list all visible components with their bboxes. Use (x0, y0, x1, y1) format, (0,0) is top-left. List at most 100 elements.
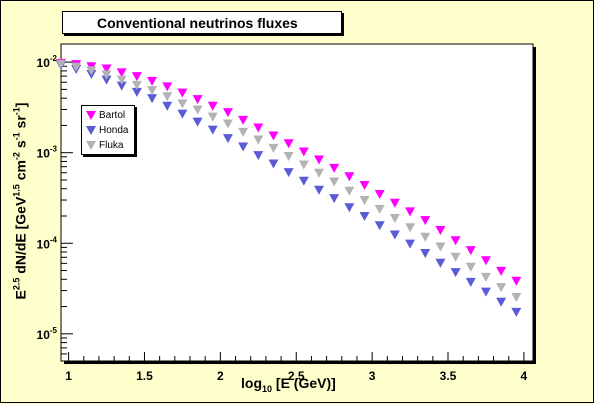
data-point-bartol (131, 72, 142, 82)
data-point-fluka (192, 105, 203, 115)
data-point-honda (496, 297, 507, 307)
legend-label-bartol: Bartol (99, 109, 126, 121)
legend-label-honda: Honda (99, 124, 129, 136)
data-point-bartol (389, 198, 400, 208)
data-point-honda (405, 239, 416, 249)
data-point-bartol (192, 95, 203, 105)
x-axis-label: log10 [E (GeV)] (241, 375, 336, 394)
data-point-honda (192, 117, 203, 127)
data-point-fluka (314, 168, 325, 178)
data-point-bartol (359, 180, 370, 190)
data-point-bartol (207, 101, 218, 111)
data-point-bartol (480, 256, 491, 266)
data-point-honda (101, 75, 112, 85)
y-tick-label: 10-2 (37, 54, 58, 70)
y-axis-label-wrap: E2.5 dN/dE [GeV1.5 cm-2 s-1 sr-1] (5, 51, 35, 351)
data-point-fluka (101, 70, 112, 80)
data-point-fluka (465, 262, 476, 272)
data-point-honda (450, 268, 461, 278)
x-tick-label: 3.5 (440, 369, 457, 383)
y-tick-label: 10-3 (37, 145, 58, 161)
legend-item-bartol: Bartol (86, 108, 125, 122)
data-point-fluka (207, 112, 218, 122)
data-point-fluka (374, 204, 385, 214)
data-point-honda (511, 307, 522, 317)
y-tick-label: 10-4 (37, 235, 58, 251)
data-point-fluka (435, 242, 446, 252)
data-point-fluka (238, 127, 249, 137)
legend: Bartol Honda Fluka (81, 105, 135, 155)
chart-title: Conventional neutrinos fluxes (97, 14, 298, 31)
data-point-fluka (405, 223, 416, 233)
data-point-honda (344, 203, 355, 213)
data-point-fluka (496, 283, 507, 293)
data-point-honda (435, 258, 446, 268)
data-point-bartol (238, 115, 249, 125)
data-point-bartol (374, 189, 385, 199)
data-point-fluka (420, 232, 431, 242)
x-tick-label: 2 (217, 369, 224, 383)
legend-item-honda: Honda (86, 123, 128, 137)
data-point-bartol (314, 155, 325, 165)
data-point-bartol (450, 236, 461, 246)
data-point-honda (465, 277, 476, 287)
data-point-bartol (344, 172, 355, 182)
data-point-bartol (465, 246, 476, 256)
data-point-honda (147, 94, 158, 104)
data-point-honda (162, 101, 173, 111)
data-point-fluka (116, 75, 127, 85)
data-point-bartol (435, 226, 446, 236)
data-point-honda (480, 287, 491, 297)
data-point-bartol (405, 207, 416, 217)
data-point-honda (253, 151, 264, 161)
data-point-bartol (253, 123, 264, 133)
data-point-fluka (56, 59, 66, 69)
x-tick-label: 4 (521, 369, 528, 383)
x-tick-label: 1 (65, 369, 72, 383)
data-point-bartol (101, 64, 112, 74)
legend-marker-bartol (86, 110, 96, 120)
data-point-honda (177, 109, 188, 119)
data-point-honda (298, 176, 309, 186)
data-point-honda (116, 81, 127, 91)
data-point-honda (207, 125, 218, 135)
y-tick-label: 10-5 (37, 326, 58, 342)
data-point-bartol (162, 82, 173, 92)
data-point-bartol (116, 68, 127, 78)
data-point-honda (131, 87, 142, 97)
data-point-honda (359, 211, 370, 221)
data-point-bartol (268, 131, 279, 141)
data-point-fluka (86, 66, 97, 76)
data-point-honda (389, 230, 400, 240)
data-point-fluka (480, 272, 491, 282)
data-point-fluka (222, 119, 233, 129)
data-point-fluka (298, 160, 309, 170)
data-point-fluka (162, 92, 173, 102)
data-point-honda (314, 185, 325, 195)
data-point-bartol (177, 88, 188, 98)
data-point-fluka (131, 80, 142, 90)
data-point-bartol (496, 266, 507, 276)
data-point-honda (268, 159, 279, 169)
data-point-honda (222, 134, 233, 144)
plot-frame (60, 43, 534, 362)
y-axis-label: E2.5 dN/dE [GeV1.5 cm-2 s-1 sr-1] (11, 102, 29, 300)
data-point-fluka (177, 99, 188, 109)
x-tick-label: 1.5 (136, 369, 153, 383)
data-point-bartol (511, 276, 522, 286)
data-point-fluka (511, 293, 522, 303)
data-point-fluka (71, 62, 82, 72)
data-point-honda (238, 142, 249, 152)
data-point-honda (329, 194, 340, 204)
legend-marker-honda (86, 125, 96, 135)
chart-title-box: Conventional neutrinos fluxes (62, 11, 342, 34)
legend-marker-fluka (86, 140, 96, 150)
data-point-bartol (283, 139, 294, 149)
data-point-bartol (329, 163, 340, 173)
x-tick-label: 2.5 (288, 369, 305, 383)
data-point-honda (374, 221, 385, 231)
legend-item-fluka: Fluka (86, 138, 123, 152)
legend-label-fluka: Fluka (99, 139, 124, 151)
